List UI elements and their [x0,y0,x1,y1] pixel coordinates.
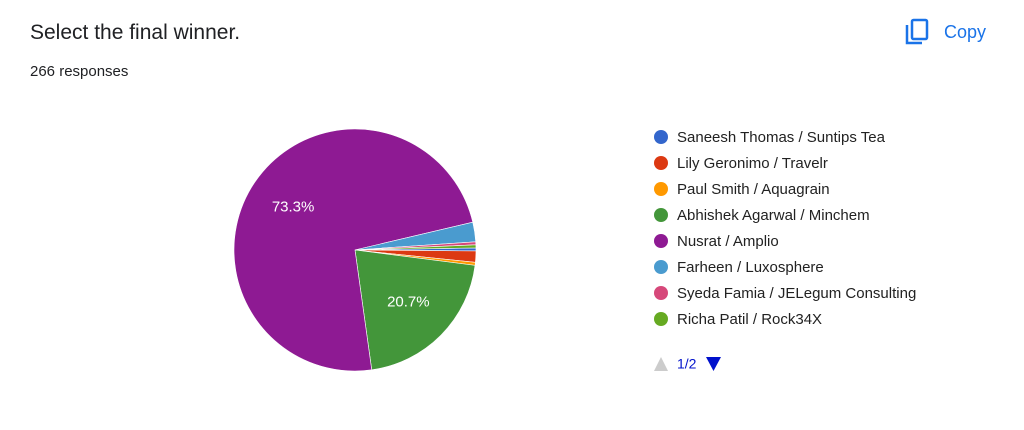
slice-label: 20.7% [387,294,430,311]
legend-swatch [654,182,668,196]
response-count: 266 responses [30,63,129,80]
legend-label: Abhishek Agarwal / Minchem [677,207,870,224]
question-title: Select the final winner. [30,21,241,44]
legend-label: Richa Patil / Rock34X [677,311,822,328]
slice-label: 73.3% [272,199,315,216]
legend-label: Saneesh Thomas / Suntips Tea [677,129,886,146]
legend-label: Nusrat / Amplio [677,233,779,250]
legend-swatch [654,130,668,144]
copy-icon [905,18,929,45]
legend-swatch [654,260,668,274]
legend-swatch [654,208,668,222]
legend-label: Lily Geronimo / Travelr [677,155,828,172]
legend-swatch [654,156,668,170]
page-down-arrow[interactable] [706,357,721,371]
legend-swatch [654,286,668,300]
pie-slice [354,244,477,251]
page-indicator: 1/2 [677,356,697,372]
copy-label: Copy [944,21,987,42]
page-up-arrow[interactable] [654,357,668,371]
legend-label: Paul Smith / Aquagrain [677,181,830,198]
pie-slice [233,128,474,372]
copy-button[interactable]: Copy [904,18,986,46]
legend-swatch [654,234,668,248]
legend-label: Syeda Famia / JELegum Consulting [677,285,916,302]
legend-label: Farheen / Luxosphere [677,259,824,276]
pie-slice [354,249,476,371]
legend-swatch [654,312,668,326]
